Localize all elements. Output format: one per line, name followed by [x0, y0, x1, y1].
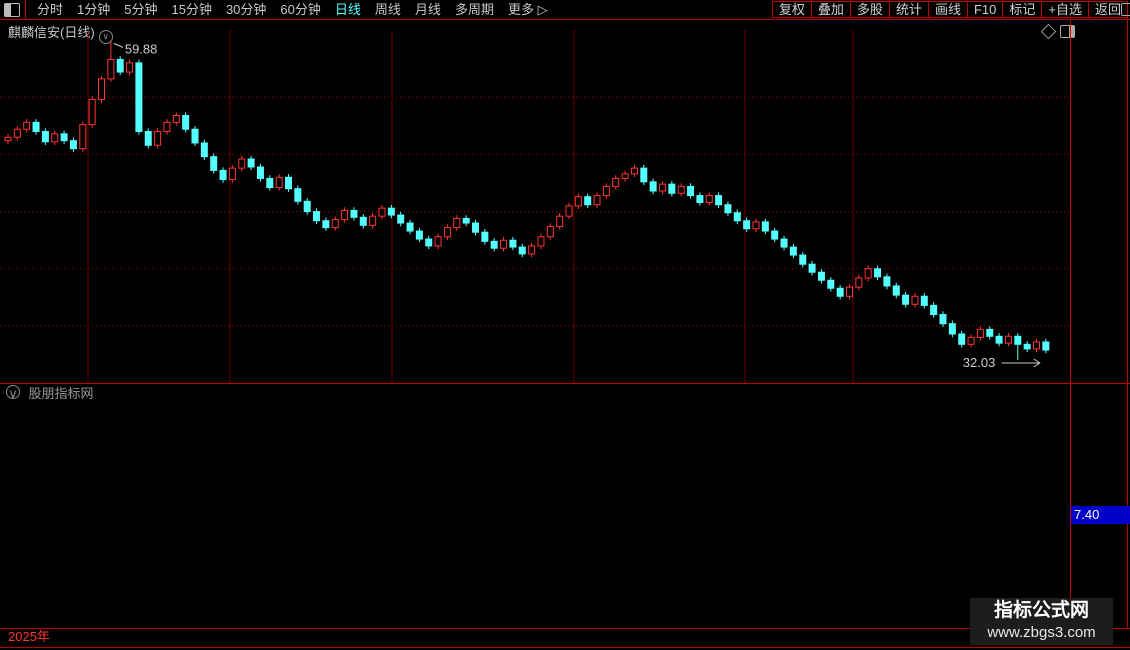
indicator-collapse-icon[interactable]: ∨	[6, 385, 20, 401]
indicator-name[interactable]: 股朋指标网	[28, 386, 94, 401]
chart-title-row: 麒麟信安(日线) ∨	[8, 22, 113, 44]
menu-1分钟[interactable]: 1分钟	[77, 2, 111, 17]
button-返回[interactable]: 返回	[1087, 1, 1128, 18]
button-+自选[interactable]: +自选	[1041, 1, 1089, 18]
button-F10[interactable]: F10	[966, 1, 1004, 18]
button-标记[interactable]: 标记	[1002, 1, 1043, 18]
button-叠加[interactable]: 叠加	[810, 1, 851, 18]
candlestick-chart[interactable]: 59.88 32.03	[0, 20, 1070, 383]
menu-日线[interactable]: 日线	[334, 2, 361, 17]
current-value-badge: 7.40	[1071, 506, 1130, 524]
svg-text:59.88: 59.88	[125, 41, 158, 56]
corner-layout-icon[interactable]	[1121, 3, 1130, 16]
watermark-url: www.zbgs3.com	[987, 624, 1096, 641]
menu-多周期[interactable]: 多周期	[454, 2, 494, 17]
panel-separator	[0, 383, 1130, 384]
svg-text:32.03: 32.03	[963, 355, 996, 370]
menu-周线[interactable]: 周线	[374, 2, 401, 17]
axis-frame-left	[1070, 20, 1071, 646]
menu-5分钟[interactable]: 5分钟	[124, 2, 158, 17]
action-menu: 复权 叠加 多股 统计 画线 F10 标记 +自选 返回	[771, 1, 1128, 18]
menu-60分钟[interactable]: 60分钟	[280, 2, 321, 17]
menu-30分钟[interactable]: 30分钟	[225, 2, 267, 17]
button-复权[interactable]: 复权	[771, 1, 812, 18]
page-title: 麒麟信安(日线)	[8, 25, 95, 40]
menu-分时[interactable]: 分时	[37, 2, 64, 17]
menu-月线[interactable]: 月线	[414, 2, 441, 17]
button-画线[interactable]: 画线	[927, 1, 968, 18]
button-多股[interactable]: 多股	[849, 1, 890, 18]
watermark-title: 指标公式网	[993, 600, 1089, 621]
panel-toggle-icon[interactable]	[4, 3, 20, 17]
layout-icon[interactable]	[1060, 25, 1075, 38]
axis-frame-right	[1127, 20, 1128, 646]
timeline-year: 2025年	[8, 629, 50, 644]
timeline-bar[interactable]: 2025年	[0, 628, 1130, 648]
period-menu: 分时 1分钟 5分钟 15分钟 30分钟 60分钟 日线 周线 月线 多周期 更多 ▷	[30, 0, 555, 19]
top-toolbar: 分时 1分钟 5分钟 15分钟 30分钟 60分钟 日线 周线 月线 多周期 更多 ▷ 复权 叠加 多股…	[0, 0, 1130, 20]
indicator-chart[interactable]	[0, 400, 1070, 628]
button-统计[interactable]: 统计	[888, 1, 929, 18]
watermark: 指标公式网 www.zbgs3.com	[970, 598, 1113, 645]
menu-更多 ▷[interactable]: 更多 ▷	[507, 2, 548, 17]
menu-15分钟[interactable]: 15分钟	[171, 2, 212, 17]
chevron-down-icon[interactable]: ∨	[98, 30, 113, 44]
toolbar-divider	[25, 0, 26, 19]
indicator-header: ∨ 股朋指标网	[2, 385, 94, 401]
